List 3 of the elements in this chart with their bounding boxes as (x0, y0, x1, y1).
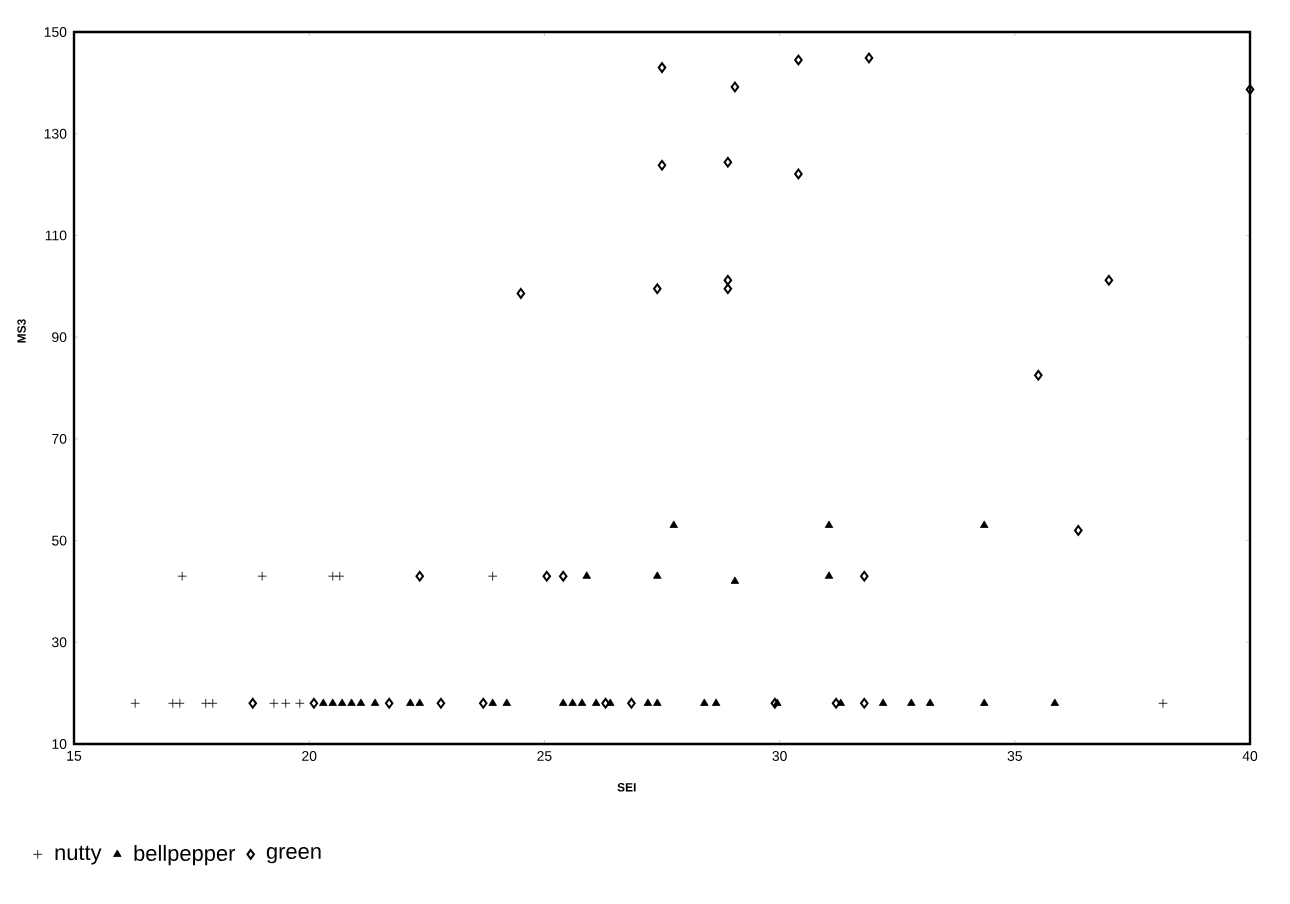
legend-label: nutty (55, 845, 102, 865)
legend-label: green (266, 846, 321, 864)
legend-label: bellpepper (134, 844, 236, 866)
